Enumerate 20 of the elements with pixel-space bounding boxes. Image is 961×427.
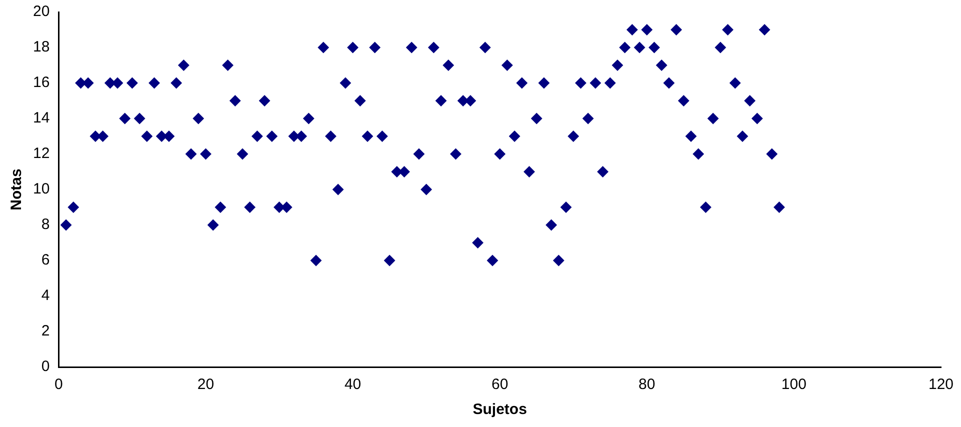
- x-tick-label: 20: [197, 376, 214, 394]
- x-tick-label: 0: [54, 376, 63, 394]
- y-tick-label: 14: [32, 110, 50, 127]
- y-tick-label: 16: [32, 74, 50, 92]
- y-tick-label: 12: [32, 145, 50, 162]
- x-tick-label: 60: [492, 376, 508, 394]
- y-tick-label: 4: [41, 287, 50, 304]
- x-tick-label: 40: [344, 376, 362, 394]
- y-tick-label: 10: [32, 180, 50, 198]
- x-tick-label: 100: [781, 376, 806, 394]
- x-axis-title: Sujetos: [472, 401, 527, 418]
- y-axis-title: Notas: [8, 168, 26, 210]
- x-tick-label: 120: [928, 376, 954, 394]
- y-tick-label: 20: [32, 3, 50, 20]
- y-tick-label: 0: [41, 358, 50, 376]
- y-tick-label: 18: [32, 38, 50, 56]
- y-tick-label: 2: [41, 322, 50, 340]
- y-tick-label: 6: [41, 252, 50, 269]
- y-tick-label: 8: [41, 216, 50, 234]
- x-tick-label: 80: [638, 376, 656, 394]
